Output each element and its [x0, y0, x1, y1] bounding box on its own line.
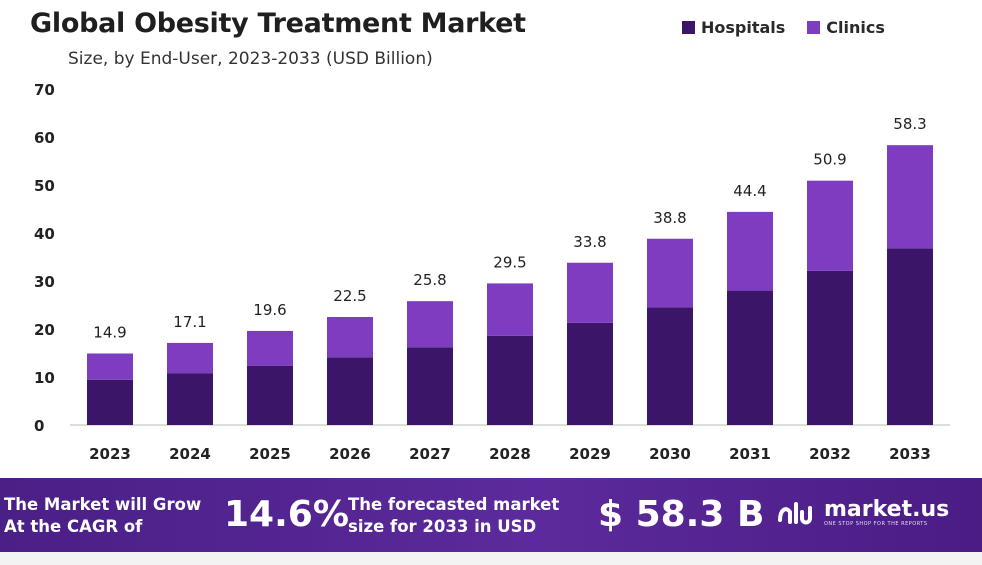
cagr-text-line2: At the CAGR of [4, 517, 143, 536]
data-label-2031: 44.4 [733, 182, 766, 200]
bar-clinics-2024 [167, 342, 213, 374]
data-label-2026: 22.5 [333, 287, 366, 305]
data-label-2032: 50.9 [813, 151, 846, 169]
bar-hospitals-2025 [247, 365, 293, 425]
bar-hospitals-2027 [407, 347, 453, 425]
chart-subtitle: Size, by End-User, 2023-2033 (USD Billio… [68, 49, 433, 69]
bar-clinics-2033 [887, 145, 933, 249]
x-tick-label-2033: 2033 [889, 445, 931, 463]
y-tick-label: 40 [34, 225, 55, 243]
legend-swatch-clinics [807, 21, 821, 34]
bar-clinics-2028 [487, 283, 533, 336]
forecast-value: $ 58.3 B [598, 494, 765, 535]
cagr-text-line1: The Market will Grow [4, 495, 202, 514]
x-tick-label-2025: 2025 [249, 445, 291, 463]
forecast-text-line1: The forecasted market [348, 495, 560, 514]
data-label-2027: 25.8 [413, 271, 446, 289]
data-label-2029: 33.8 [573, 233, 606, 251]
bar-clinics-2029 [567, 262, 613, 323]
x-tick-label-2023: 2023 [89, 445, 131, 463]
bar-chart: 01020304050607014.9202317.1202419.620252… [34, 81, 950, 463]
y-tick-label: 10 [34, 369, 55, 387]
market-us-logo-icon [778, 502, 812, 525]
forecast-text-line2: size for 2033 in USD [348, 517, 537, 536]
x-tick-label-2027: 2027 [409, 445, 451, 463]
footer-banner: The Market will Grow At the CAGR of 14.6… [0, 478, 982, 552]
legend: Hospitals Clinics [682, 18, 885, 37]
bar-clinics-2030 [647, 238, 693, 308]
data-label-2023: 14.9 [93, 323, 126, 341]
bar-hospitals-2028 [487, 335, 533, 425]
brand-tagline: ONE STOP SHOP FOR THE REPORTS [824, 521, 928, 527]
y-tick-label: 20 [34, 321, 55, 339]
bar-hospitals-2032 [807, 270, 853, 425]
bar-clinics-2031 [727, 211, 773, 291]
x-tick-label-2024: 2024 [169, 445, 211, 463]
bar-hospitals-2023 [87, 379, 133, 425]
legend-swatch-hospitals [682, 21, 695, 34]
bar-clinics-2023 [87, 353, 133, 380]
chart-title: Global Obesity Treatment Market [30, 8, 526, 39]
data-label-2030: 38.8 [653, 209, 686, 227]
x-tick-label-2029: 2029 [569, 445, 611, 463]
data-label-2025: 19.6 [253, 301, 286, 319]
y-tick-label: 50 [34, 177, 55, 195]
forecast-text: The forecasted market size for 2033 in U… [348, 494, 559, 538]
cagr-value: 14.6% [224, 494, 349, 535]
legend-label-hospitals: Hospitals [701, 18, 786, 37]
data-label-2024: 17.1 [173, 313, 206, 331]
legend-item-clinics: Clinics [807, 18, 885, 37]
data-label-2028: 29.5 [493, 253, 526, 271]
bar-hospitals-2029 [567, 322, 613, 425]
bar-clinics-2025 [247, 330, 293, 366]
x-tick-label-2026: 2026 [329, 445, 371, 463]
bar-hospitals-2024 [167, 373, 213, 425]
bar-hospitals-2026 [327, 357, 373, 425]
bottom-strip [0, 552, 982, 565]
legend-label-clinics: Clinics [826, 18, 885, 37]
brand-name: market.us [824, 497, 950, 522]
bar-clinics-2027 [407, 301, 453, 348]
y-tick-label: 70 [34, 81, 55, 99]
x-tick-label-2032: 2032 [809, 445, 851, 463]
x-tick-label-2028: 2028 [489, 445, 531, 463]
bar-hospitals-2031 [727, 290, 773, 425]
brand-text: market.us ONE STOP SHOP FOR THE REPORTS [824, 497, 950, 528]
bar-hospitals-2030 [647, 307, 693, 425]
legend-item-hospitals: Hospitals [682, 18, 785, 37]
bar-clinics-2032 [807, 180, 853, 271]
y-tick-label: 0 [34, 417, 44, 435]
data-label-2033: 58.3 [893, 115, 926, 133]
x-tick-label-2030: 2030 [649, 445, 691, 463]
bar-hospitals-2033 [887, 248, 933, 425]
y-tick-label: 30 [34, 273, 55, 291]
y-tick-label: 60 [34, 129, 55, 147]
bar-clinics-2026 [327, 317, 373, 358]
cagr-text: The Market will Grow At the CAGR of [4, 494, 201, 538]
x-tick-label-2031: 2031 [729, 445, 771, 463]
brand-logo: market.us ONE STOP SHOP FOR THE REPORTS [776, 498, 949, 528]
